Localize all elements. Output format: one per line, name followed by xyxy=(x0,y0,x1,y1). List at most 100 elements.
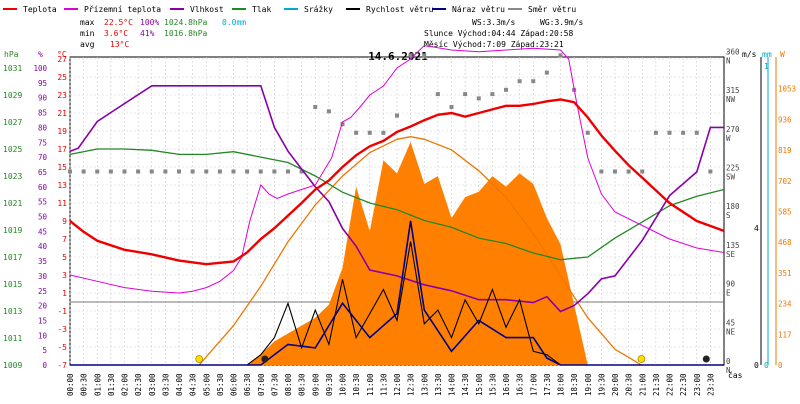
x-tick-label: 17:00 xyxy=(529,373,538,396)
x-tick-label: 22:30 xyxy=(679,373,688,396)
humidity-tick-label: 70 xyxy=(38,153,48,162)
wind-direction-point xyxy=(231,169,236,174)
direction-tick-label: 360 xyxy=(726,47,740,56)
wind-direction-point xyxy=(204,169,209,174)
pressure-tick-label: 1009 xyxy=(3,361,22,370)
wind-direction-point xyxy=(286,169,290,174)
temp-tick-label: 25 xyxy=(57,73,67,82)
pressure-line xyxy=(69,148,725,261)
stats-max-press: 1024.8hPa xyxy=(164,18,208,27)
temp-tick-label: 13 xyxy=(57,181,67,190)
direction-tick-label: 45 xyxy=(726,318,735,327)
stats-max-rain: 0.0mm xyxy=(222,18,246,27)
x-tick-label: 01:30 xyxy=(107,373,116,396)
wind-tick-label: 0 xyxy=(754,361,759,370)
wind-direction-point xyxy=(340,122,345,127)
unit-w: W xyxy=(780,50,785,59)
wind-direction-point xyxy=(667,130,672,135)
humidity-line xyxy=(69,85,724,313)
x-tick-label: 03:30 xyxy=(161,373,170,396)
wind-direction-point xyxy=(613,169,617,174)
x-tick-label: 13:00 xyxy=(420,373,429,396)
x-tick-label: 13:30 xyxy=(434,373,443,396)
pressure-tick-label: 1025 xyxy=(3,145,22,154)
x-tick-label: 02:30 xyxy=(134,373,143,396)
wind-direction-point xyxy=(585,130,590,135)
stats-max-label: max xyxy=(80,18,95,27)
wind-direction-point xyxy=(435,92,440,97)
temp-tick-label: 3 xyxy=(62,271,67,280)
legend-item-teplota: Teplota xyxy=(3,5,57,14)
wind-direction-point xyxy=(163,169,168,174)
wind-direction-point xyxy=(476,96,481,101)
x-tick-label: 10:00 xyxy=(339,373,348,396)
radiation-tick-label: 117 xyxy=(778,330,792,339)
stats-block: max 22.5°C 100% 1024.8hPa 0.0mm min 3.6°… xyxy=(80,18,246,49)
wind-direction-point xyxy=(504,87,508,92)
direction-compass-label: NW xyxy=(726,95,736,104)
axes: 00:00 00:30 01:00 01:30 02:00 02:30 03:00 03:30… xyxy=(3,47,796,396)
temp-tick-label: 19 xyxy=(57,127,67,136)
humidity-tick-label: 30 xyxy=(38,272,48,281)
pressure-tick-label: 1013 xyxy=(3,307,22,316)
sun-marker xyxy=(195,355,204,363)
x-tick-label: 04:00 xyxy=(175,373,184,396)
unit-pct: % xyxy=(38,50,43,59)
x-tick-label: 21:30 xyxy=(652,373,661,396)
radiation-tick-label: 0 xyxy=(778,361,783,370)
wind-direction-point xyxy=(272,169,277,174)
humidity-tick-label: 25 xyxy=(38,287,47,296)
temp-tick-label: 7 xyxy=(62,235,67,244)
wind-direction-point xyxy=(245,169,250,174)
humidity-tick-label: 45 xyxy=(38,227,47,236)
x-tick-label: 12:00 xyxy=(393,373,402,396)
pressure-tick-label: 1027 xyxy=(3,118,22,127)
stats-avg-label: avg xyxy=(80,40,95,49)
x-tick-label: 14:00 xyxy=(448,373,457,396)
humidity-tick-label: 40 xyxy=(38,242,48,251)
x-tick-label: 22:00 xyxy=(666,373,675,396)
stats-avg-temp: 13°C xyxy=(110,40,129,49)
wind-direction-point xyxy=(544,70,549,75)
humidity-tick-label: 85 xyxy=(38,109,47,118)
rain-tick-label: 0 xyxy=(764,361,769,370)
wind-direction-point xyxy=(95,169,100,174)
wind-direction-point xyxy=(708,169,713,174)
legend-item-naraz: Náraz větru xyxy=(432,5,505,14)
x-tick-label: 20:30 xyxy=(625,373,634,396)
x-tick-label: 03:00 xyxy=(148,373,157,396)
wind-direction-point xyxy=(367,130,372,135)
pressure-tick-label: 1017 xyxy=(3,253,22,262)
wind-direction-point xyxy=(122,169,127,174)
direction-compass-label: S xyxy=(726,211,731,220)
humidity-tick-label: 55 xyxy=(38,198,47,207)
x-tick-label: 14:30 xyxy=(461,373,470,396)
moon-marker xyxy=(702,355,710,363)
x-tick-label: 00:00 xyxy=(66,373,75,396)
wind-direction-point xyxy=(68,169,72,174)
radiation-tick-label: 585 xyxy=(778,207,792,216)
humidity-tick-label: 35 xyxy=(38,257,47,266)
x-tick-label: 08:30 xyxy=(298,373,307,396)
wind-tick-label: 4 xyxy=(754,224,759,233)
direction-tick-label: 135 xyxy=(726,241,740,250)
unit-mm: mm xyxy=(762,50,772,59)
legend-item-tlak: Tlak xyxy=(232,5,271,14)
pressure-tick-label: 1031 xyxy=(3,64,22,73)
x-tick-label: 02:00 xyxy=(121,373,130,396)
x-tick-label: 05:30 xyxy=(216,373,225,396)
legend-item-prizemni: Přízemní teplota xyxy=(64,5,161,14)
unit-degc: °C xyxy=(57,50,67,59)
wind-direction-point xyxy=(258,169,263,174)
temperature-line xyxy=(69,98,725,266)
temp-tick-label: 1 xyxy=(62,289,67,298)
radiation-tick-label: 702 xyxy=(778,177,792,186)
svg-text:Srážky: Srážky xyxy=(304,5,333,14)
legend-item-rychlost: Rychlost větru xyxy=(346,5,434,14)
direction-compass-label: N xyxy=(726,56,731,65)
direction-tick-label: 315 xyxy=(726,86,740,95)
humidity-tick-label: 75 xyxy=(38,138,47,147)
humidity-tick-label: 20 xyxy=(38,302,48,311)
wind-direction-point xyxy=(422,53,427,58)
temp-tick-label: -1 xyxy=(57,307,67,316)
